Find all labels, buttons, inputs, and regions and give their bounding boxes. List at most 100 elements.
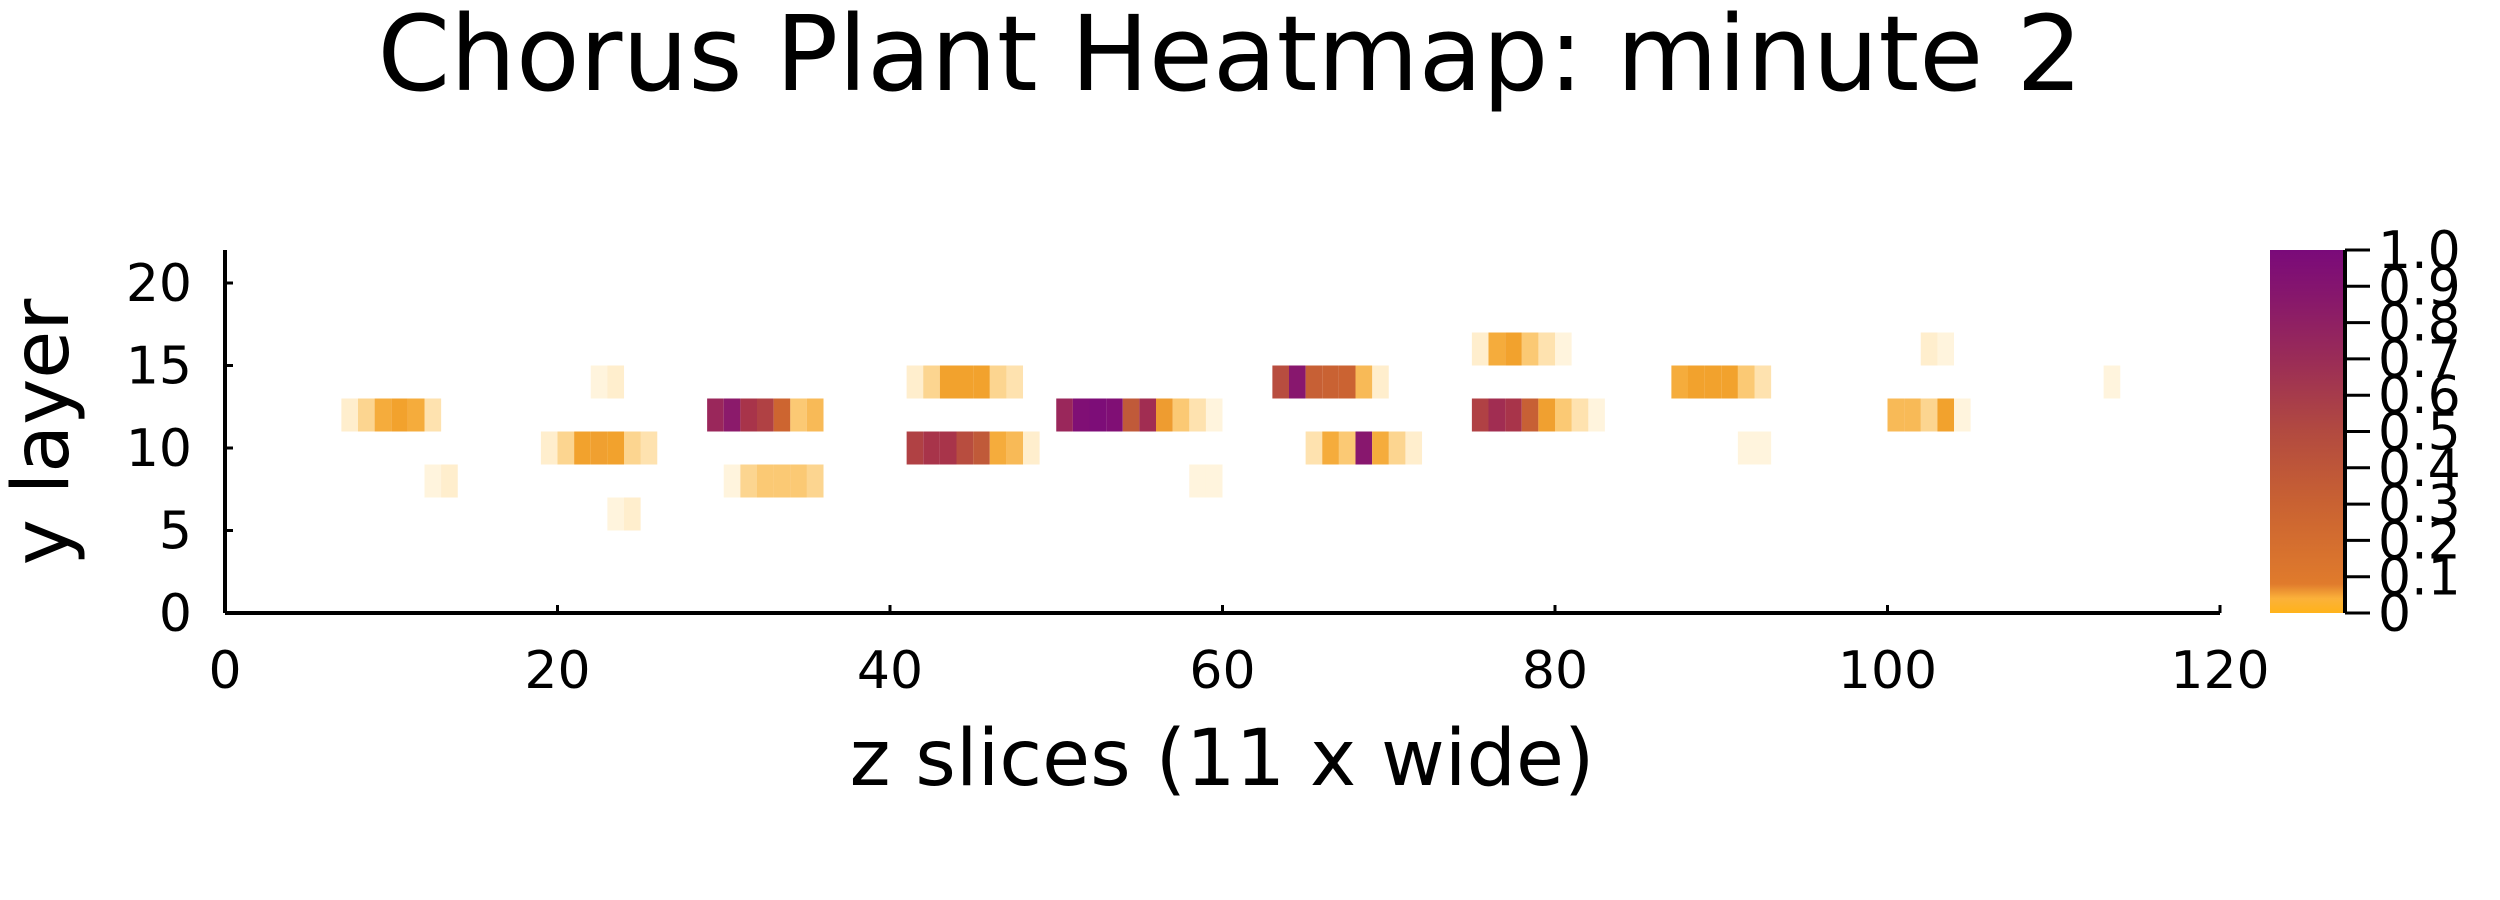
x-axis-label: z slices (11 x wide) — [850, 714, 1595, 804]
heatmap-cell — [806, 464, 824, 498]
heatmap-cell — [757, 398, 774, 432]
heatmap-cell — [1372, 365, 1389, 399]
heatmap-cell — [707, 398, 724, 432]
heatmap-cell — [1904, 398, 1921, 432]
heatmap-cell — [939, 431, 957, 465]
heatmap-cell — [640, 431, 658, 465]
colorbar-tick-label: 0.1 — [2378, 548, 2461, 608]
y-tick-label: 15 — [126, 337, 192, 397]
heatmap-cell — [1189, 398, 1206, 432]
heatmap-cell — [1721, 365, 1738, 399]
heatmap-cell — [1338, 365, 1356, 399]
heatmap-cell — [1737, 431, 1755, 465]
heatmap-cell — [574, 431, 591, 465]
heatmap-cell — [723, 398, 741, 432]
heatmap-cell — [773, 464, 791, 498]
heatmap-cell — [1505, 332, 1522, 366]
heatmap-cell — [923, 365, 940, 399]
heatmap-cell — [1937, 398, 1955, 432]
heatmap-cell — [956, 431, 974, 465]
heatmap-cell — [1538, 332, 1556, 366]
heatmap-cell — [540, 431, 558, 465]
heatmap-cell — [1056, 398, 1073, 432]
heatmap-cell — [906, 365, 924, 399]
heatmap-cell — [973, 431, 990, 465]
heatmap-cell — [590, 365, 608, 399]
heatmap-cell — [757, 464, 774, 498]
heatmap-cell — [1754, 431, 1772, 465]
heatmap-cell — [1072, 398, 1090, 432]
heatmap-cell — [1588, 398, 1605, 432]
x-tick-label: 120 — [2170, 641, 2269, 701]
heatmap-cell — [1322, 431, 1339, 465]
heatmap-cell — [1471, 398, 1489, 432]
heatmap-cell — [1305, 431, 1323, 465]
heatmap-cell — [1205, 398, 1223, 432]
colorbar-tick-label: 0.8 — [2378, 294, 2461, 354]
heatmap-cell — [1006, 365, 1024, 399]
colorbar-tick-label: 0 — [2378, 584, 2411, 644]
heatmap-cell — [557, 431, 575, 465]
heatmap-cell — [773, 398, 791, 432]
colorbar-tick-label: 1.0 — [2378, 221, 2461, 281]
y-tick-label: 0 — [159, 584, 192, 644]
x-ticks: 0 20 40 60 80 100 120 — [208, 605, 2270, 701]
heatmap-cell — [1704, 365, 1722, 399]
heatmap-cell — [1488, 332, 1506, 366]
y-axis-label: y layer — [0, 298, 87, 566]
heatmap-cell — [989, 431, 1007, 465]
colorbar-tick-label: 0.9 — [2378, 257, 2461, 317]
y-tick-label: 5 — [159, 502, 192, 562]
heatmap-cell — [1156, 398, 1173, 432]
heatmap-cell — [1205, 464, 1223, 498]
heatmap-cell — [1555, 332, 1572, 366]
heatmap-cell — [407, 398, 425, 432]
heatmap-cell — [1322, 365, 1339, 399]
heatmap-cell — [1355, 431, 1373, 465]
heatmap-cell — [723, 464, 741, 498]
heatmap-cell — [1505, 398, 1522, 432]
colorbar-tick-label: 0.7 — [2378, 330, 2461, 390]
heatmap-cell — [906, 431, 924, 465]
heatmap-cell — [973, 365, 990, 399]
heatmap-cell — [624, 431, 641, 465]
y-tick-label: 20 — [126, 254, 192, 314]
heatmap-cell — [806, 398, 824, 432]
heatmap-cell — [1006, 431, 1024, 465]
heatmap-cell — [923, 431, 940, 465]
heatmap-cell — [1521, 332, 1539, 366]
heatmap-cell — [1671, 365, 1689, 399]
heatmap-cell — [1737, 365, 1755, 399]
heatmap-cell — [1189, 464, 1206, 498]
chart-title: Chorus Plant Heatmap: minute 2 — [377, 0, 2082, 115]
heatmap-cell — [441, 464, 458, 498]
heatmap-cell — [1920, 398, 1938, 432]
heatmap-cell — [1754, 365, 1772, 399]
heatmap-cell — [1305, 365, 1323, 399]
heatmap-cell — [790, 398, 807, 432]
colorbar-tick-label: 0.6 — [2378, 366, 2461, 426]
heatmap-cell — [1887, 398, 1905, 432]
x-tick-label: 20 — [524, 641, 590, 701]
heatmap-cell — [2103, 365, 2121, 399]
heatmap-cell — [424, 464, 442, 498]
heatmap-cell — [1920, 332, 1938, 366]
x-tick-label: 60 — [1189, 641, 1255, 701]
heatmap-cell — [1272, 365, 1290, 399]
heatmap-cell — [1538, 398, 1556, 432]
heatmap-cell — [1122, 398, 1140, 432]
heatmap-cell — [1688, 365, 1705, 399]
colorbar — [2270, 250, 2345, 613]
x-tick-label: 100 — [1838, 641, 1937, 701]
heatmap-cell — [1355, 365, 1373, 399]
heatmap-cell — [1471, 332, 1489, 366]
x-tick-label: 40 — [857, 641, 923, 701]
heatmap-cell — [1571, 398, 1589, 432]
heatmap-cell — [1521, 398, 1539, 432]
colorbar-tick-label: 0.3 — [2378, 475, 2461, 535]
heatmap-cell — [624, 497, 641, 531]
heatmap-cell — [939, 365, 957, 399]
heatmap-cell — [1139, 398, 1157, 432]
x-tick-label: 80 — [1522, 641, 1588, 701]
